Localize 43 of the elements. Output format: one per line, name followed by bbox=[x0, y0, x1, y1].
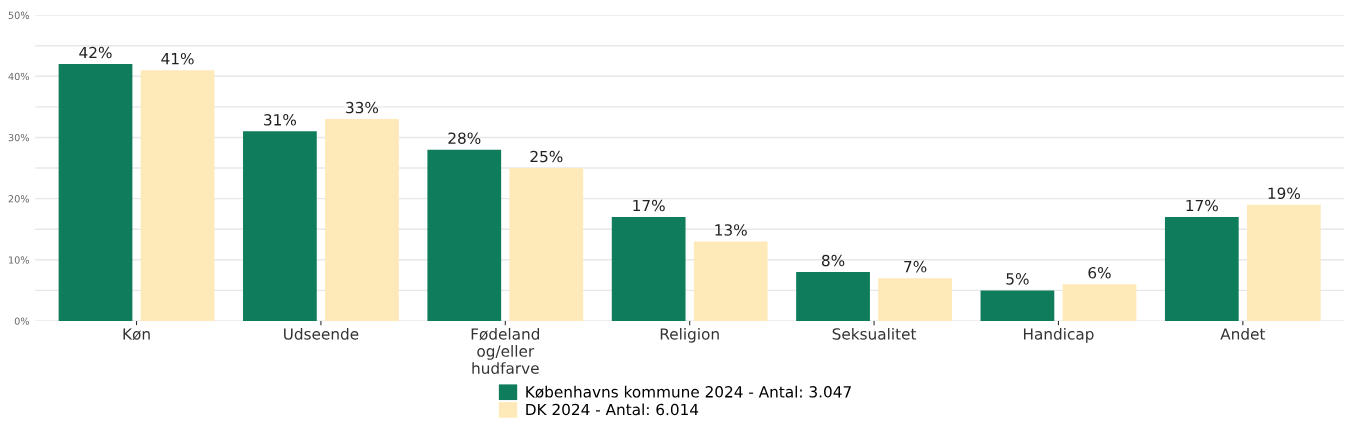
y-tick-label: 40% bbox=[8, 72, 30, 81]
data-label: 25% bbox=[530, 150, 563, 163]
x-tick-label: Seksualitet bbox=[832, 327, 917, 340]
data-label: 17% bbox=[633, 199, 665, 212]
data-label: 13% bbox=[715, 224, 747, 236]
bar bbox=[611, 216, 686, 321]
y-tick-label: 0% bbox=[14, 317, 30, 325]
data-label: 19% bbox=[1268, 187, 1300, 200]
y-tick-label: 30% bbox=[8, 133, 30, 142]
y-tick-label: 50% bbox=[8, 11, 30, 19]
data-label: 7% bbox=[904, 260, 927, 273]
bar bbox=[1164, 216, 1239, 321]
bar bbox=[427, 149, 502, 321]
x-tick-label: Handicap bbox=[1023, 327, 1094, 343]
bar bbox=[325, 119, 399, 321]
bar bbox=[509, 168, 584, 321]
bar bbox=[980, 290, 1055, 321]
bar bbox=[796, 272, 870, 321]
data-label: 33% bbox=[346, 101, 379, 114]
x-tick-label: Fødeland og/eller hudfarve bbox=[471, 327, 540, 374]
data-label: 17% bbox=[1186, 199, 1218, 212]
legend-label: Københavns kommune 2024 - Antal: 3.047 bbox=[526, 385, 851, 399]
x-tick-label: Religion bbox=[660, 327, 719, 343]
data-label: 41% bbox=[161, 52, 194, 65]
data-label: 42% bbox=[79, 46, 112, 59]
x-tick-label: Andet bbox=[1220, 327, 1266, 340]
x-tick-label: Udseende bbox=[284, 327, 359, 340]
data-label: 5% bbox=[1006, 273, 1029, 285]
bar bbox=[878, 278, 952, 321]
data-label: 6% bbox=[1088, 266, 1111, 279]
bar bbox=[1062, 284, 1137, 321]
bar bbox=[243, 131, 317, 321]
data-label: 8% bbox=[821, 254, 845, 267]
bar bbox=[140, 70, 215, 321]
data-label: 28% bbox=[448, 132, 481, 144]
x-tick-label: Køn bbox=[123, 328, 150, 341]
legend-label: DK 2024 - Antal: 6.014 bbox=[526, 403, 699, 416]
data-label: 31% bbox=[264, 114, 297, 126]
y-tick-label: 10% bbox=[9, 256, 30, 264]
bar bbox=[58, 64, 133, 321]
bar bbox=[1246, 204, 1321, 321]
bar bbox=[693, 241, 768, 321]
y-tick-label: 20% bbox=[8, 195, 30, 203]
